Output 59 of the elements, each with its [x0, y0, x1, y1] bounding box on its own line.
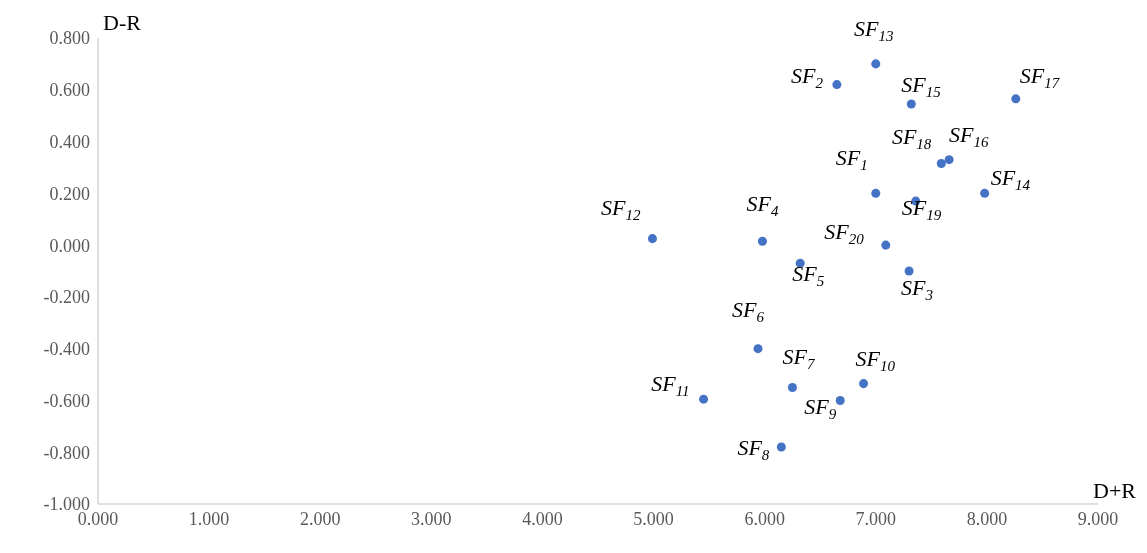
point [980, 188, 990, 198]
y-tick-label: -0.200 [43, 287, 90, 308]
series-label: SF$_{10}$ [855, 345, 896, 374]
series-label: SF$_{2}$ [790, 62, 824, 91]
point [757, 236, 767, 246]
x-tick-label: 9.000 [1077, 508, 1119, 529]
y-tick-label: 0.000 [49, 235, 90, 256]
x-tick-label: 2.000 [299, 508, 341, 529]
point [871, 188, 881, 198]
series-label: SF$_{8}$ [737, 435, 770, 463]
series-label: SF$_{1}$ [835, 145, 868, 173]
x-tick-label: 3.000 [411, 508, 452, 529]
point [795, 258, 805, 268]
y-tick-label: 0.600 [49, 80, 90, 101]
series-label: SF$_{16}$ [949, 121, 990, 150]
y-tick-label: -0.400 [43, 339, 90, 360]
x-tick-label: 6.000 [744, 508, 785, 529]
y-tick-label: 0.200 [49, 183, 90, 204]
point [859, 379, 869, 389]
x-tick-label: 4.000 [522, 508, 563, 529]
series-label: SF$_{15}$ [901, 72, 942, 100]
point [1011, 94, 1021, 104]
series-label: SF$_{14}$ [990, 165, 1031, 193]
point [871, 59, 881, 69]
point [881, 240, 891, 250]
y-tick-label: 0.800 [49, 28, 90, 49]
y-tick-label: -0.800 [43, 442, 90, 463]
point [647, 234, 657, 244]
x-axis-title: D+R [1093, 478, 1136, 504]
series-label: SF$_{5}$ [792, 261, 825, 289]
point [835, 395, 845, 405]
series-label: SF$_{11}$ [651, 371, 690, 399]
y-tick-label: 0.400 [49, 131, 90, 152]
y-axis-title: D-R [103, 10, 141, 36]
point [832, 80, 842, 90]
series-label: SF$_{20}$ [824, 219, 865, 247]
series-label: SF$_{9}$ [804, 394, 837, 422]
series-label: SF$_{17}$ [1019, 62, 1061, 91]
point [936, 159, 946, 169]
series-label: SF$_{4}$ [746, 191, 779, 219]
x-tick-label: 7.000 [855, 508, 897, 529]
point [787, 382, 797, 393]
x-tick-label: 5.000 [633, 508, 674, 529]
series-label: SF$_{7}$ [782, 343, 816, 371]
point [699, 394, 709, 404]
x-tick-label: 8.000 [966, 508, 1008, 529]
series-label: SF$_{3}$ [901, 275, 934, 303]
point [906, 99, 916, 109]
point [904, 266, 914, 276]
y-tick-label: -0.600 [43, 390, 90, 411]
series-label: SF$_{19}$ [901, 195, 942, 223]
point [753, 344, 763, 354]
series-label: SF$_{13}$ [854, 15, 894, 44]
series-label: SF$_{18}$ [891, 123, 932, 152]
point [944, 155, 954, 165]
series-label: SF$_{12}$ [600, 194, 641, 223]
series-label: SF$_{6}$ [732, 296, 765, 325]
x-tick-label: 1.000 [188, 508, 230, 529]
point [776, 442, 786, 452]
